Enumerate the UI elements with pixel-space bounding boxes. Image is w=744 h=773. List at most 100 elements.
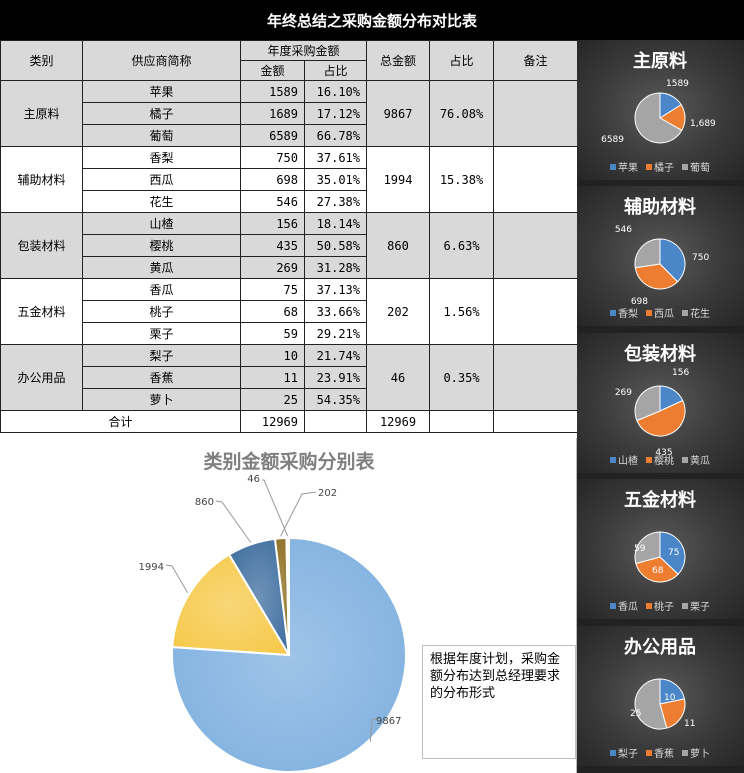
ratio-cell: 21.74% (303, 344, 368, 367)
mini-pie-title: 办公用品 (624, 636, 696, 658)
remark-cell (493, 80, 579, 147)
supplier-cell: 香蕉 (82, 366, 241, 389)
amount-cell: 6589 (240, 124, 305, 147)
table-row: 办公用品 梨子 10 21.74% 46 0.35% (0, 344, 579, 411)
ratio-cell: 23.91% (303, 366, 368, 389)
total-cell: 46 (366, 344, 431, 411)
header-share: 占比 (429, 40, 495, 81)
header-total: 总金额 (366, 40, 431, 81)
ratio-cell: 18.14% (303, 212, 368, 235)
amount-cell: 750 (240, 146, 305, 169)
legend-swatch (646, 164, 652, 170)
header-supplier: 供应商简称 (82, 40, 241, 81)
total-label: 合计 (0, 410, 241, 433)
pie-leader-line (369, 717, 379, 742)
mini-pie-title: 主原料 (633, 50, 687, 72)
table-row: 樱桃 435 50.58% (1, 234, 578, 257)
legend-label: 香梨 (618, 307, 638, 320)
amount-cell: 1589 (240, 80, 305, 103)
mini-pie-label: 1,689 (690, 119, 716, 129)
mini-pie-slice (634, 678, 668, 730)
legend-label: 梨子 (618, 747, 638, 760)
amount-cell: 698 (240, 168, 305, 191)
table-row: 葡萄 6589 66.78% (1, 124, 578, 147)
mini-pie-chart: 主原料 1589 1,689 6589 苹果 橘子 葡萄 (601, 50, 716, 174)
ratio-cell: 66.78% (303, 124, 368, 147)
legend-swatch (646, 750, 652, 756)
share-cell: 15.38% (429, 146, 495, 213)
ratio-cell: 16.10% (303, 80, 368, 103)
amount-cell: 11 (240, 366, 305, 389)
pie-leader-line (280, 491, 317, 537)
pie-slice-4 (285, 536, 290, 656)
empty-cell (429, 410, 495, 433)
mini-chart-card: 办公用品 10 11 25 梨子 香蕉 萝卜 (577, 626, 744, 766)
legend-swatch (610, 750, 616, 756)
pie-data-label: 46 (247, 474, 260, 485)
ratio-cell: 29.21% (303, 322, 368, 345)
ratio-cell: 37.61% (303, 146, 368, 169)
mini-pie-slice (636, 399, 686, 437)
supplier-cell: 栗子 (82, 322, 241, 345)
table-row: 五金材料 香瓜 75 37.13% 202 1.56% (0, 278, 579, 345)
legend-label: 黄瓜 (690, 454, 710, 467)
mini-pie-label: 1589 (666, 79, 689, 89)
category-cell: 辅助材料 (0, 146, 83, 213)
table-row: 主原料 苹果 1589 16.10% 9867 76.08% (0, 80, 579, 147)
legend-swatch (682, 164, 688, 170)
mini-chart-card: 包装材料 156 435 269 山楂 樱桃 黄瓜 (577, 333, 744, 473)
supplier-cell: 萝卜 (82, 388, 241, 411)
supplier-cell: 葡萄 (82, 124, 241, 147)
total-cell: 1994 (366, 146, 431, 213)
pie-leader-line (165, 564, 189, 593)
total-cell: 860 (366, 212, 431, 279)
legend-swatch (646, 603, 652, 609)
amount-cell: 75 (240, 278, 305, 301)
header-remark: 备注 (493, 40, 579, 81)
mini-pie-chart: 辅助材料 750 698 546 香梨 西瓜 花生 (610, 196, 710, 320)
mini-pie-label: 75 (668, 548, 679, 558)
legend-label: 苹果 (618, 161, 638, 174)
legend-label: 葡萄 (690, 161, 710, 174)
pie-leader-line (215, 500, 252, 543)
mini-pie-label: 11 (684, 719, 695, 729)
amount-cell: 68 (240, 300, 305, 323)
legend-label: 樱桃 (654, 454, 674, 467)
share-cell: 0.35% (429, 344, 495, 411)
table-row: 萝卜 25 54.35% (1, 388, 578, 411)
legend-label: 橘子 (654, 162, 674, 174)
legend-label: 萝卜 (690, 748, 710, 760)
supplier-cell: 梨子 (82, 344, 241, 367)
category-pie-chart: 类别金额采购分别表 9867 1994 860 202 46 (139, 450, 407, 773)
mini-pie-slice (634, 385, 661, 422)
remark-cell (493, 212, 579, 279)
empty-cell (303, 410, 368, 433)
table-row: 包装材料 山楂 156 18.14% 860 6.63% (0, 212, 579, 279)
legend-swatch (646, 457, 652, 463)
amount-cell: 156 (240, 212, 305, 235)
pie-data-label: 202 (318, 488, 337, 499)
ratio-cell: 54.35% (303, 388, 368, 411)
mini-pie-slice (634, 92, 683, 144)
total-cell: 202 (366, 278, 431, 345)
mini-pie-label: 546 (615, 225, 632, 235)
legend-swatch (610, 603, 616, 609)
mini-pie-slice (659, 238, 686, 283)
amount-cell: 435 (240, 234, 305, 257)
total-row: 合计 12969 12969 (0, 410, 579, 433)
grand-amount: 12969 (240, 410, 305, 433)
legend-swatch (610, 457, 616, 463)
mini-pie-title: 辅助材料 (624, 196, 696, 218)
ratio-cell: 50.58% (303, 234, 368, 257)
share-cell: 76.08% (429, 80, 495, 147)
ratio-cell: 37.13% (303, 278, 368, 301)
legend-swatch (610, 164, 616, 170)
legend-swatch (682, 457, 688, 463)
mini-pie-label: 59 (634, 544, 646, 554)
supplier-cell: 西瓜 (82, 168, 241, 191)
pie-slice-0 (171, 536, 407, 773)
category-cell: 办公用品 (0, 344, 83, 411)
mini-pie-title: 五金材料 (624, 489, 696, 511)
legend-swatch (682, 310, 688, 316)
legend-swatch (682, 750, 688, 756)
